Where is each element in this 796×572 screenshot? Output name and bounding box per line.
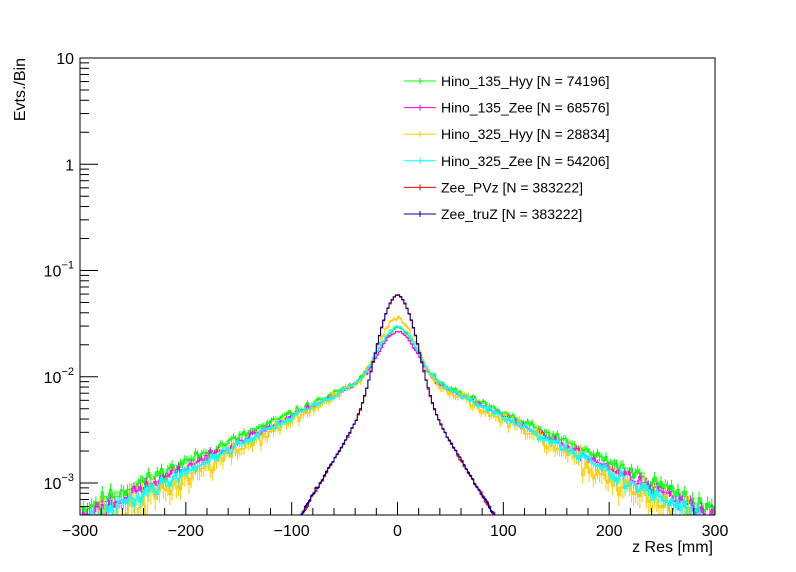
y-tick-label: 1 xyxy=(65,157,74,174)
x-axis-title: z Res [mm] xyxy=(632,539,713,556)
legend-label: Zee_truZ [N = 383222] xyxy=(441,206,582,222)
series-line xyxy=(80,294,715,515)
y-tick-exponent: −1 xyxy=(61,260,74,272)
series-3 xyxy=(80,325,715,515)
x-tick-label: −200 xyxy=(168,523,204,540)
y-tick-label: 10−3 xyxy=(44,472,74,493)
y-tick-label: 10−1 xyxy=(44,260,74,281)
y-tick-exponent: −3 xyxy=(61,472,74,484)
legend-label: Hino_325_Hyy [N = 28834] xyxy=(441,126,610,142)
series-5 xyxy=(80,294,715,515)
x-tick-label: 200 xyxy=(596,523,623,540)
series-line xyxy=(80,316,715,515)
y-tick-base: 10 xyxy=(44,476,62,493)
legend-label: Hino_135_Hyy [N = 74196] xyxy=(441,73,610,89)
y-tick-base: 1 xyxy=(65,157,74,174)
legend-label: Hino_135_Zee [N = 68576] xyxy=(441,100,610,116)
y-tick-base: 10 xyxy=(56,51,74,68)
x-tick-label: −100 xyxy=(274,523,310,540)
x-tick-label: 300 xyxy=(702,523,729,540)
legend-item: Zee_truZ [N = 383222] xyxy=(404,206,582,222)
legend-item: Hino_325_Zee [N = 54206] xyxy=(404,153,610,169)
legend-item: Hino_135_Hyy [N = 74196] xyxy=(404,73,610,89)
x-axis-ticks: −300 −200 −100 0 100 200 300 xyxy=(62,502,728,540)
y-tick-base: 10 xyxy=(44,264,62,281)
series-line xyxy=(80,331,715,515)
x-tick-label: −300 xyxy=(62,523,98,540)
x-tick-label: 100 xyxy=(490,523,517,540)
legend-item: Hino_325_Hyy [N = 28834] xyxy=(404,126,610,142)
series-curves xyxy=(80,294,715,515)
y-axis-title: Evts./Bin xyxy=(12,58,29,121)
legend-item: Hino_135_Zee [N = 68576] xyxy=(404,100,610,116)
legend-item: Zee_PVz [N = 383222] xyxy=(404,179,583,195)
legend: Hino_135_Hyy [N = 74196] Hino_135_Zee [N … xyxy=(404,73,610,222)
series-2 xyxy=(80,315,715,515)
legend-label: Zee_PVz [N = 383222] xyxy=(441,179,583,195)
x-tick-label: 0 xyxy=(393,523,402,540)
y-tick-exponent: −2 xyxy=(61,366,74,378)
y-tick-label: 10−2 xyxy=(44,366,74,387)
y-tick-base: 10 xyxy=(44,370,62,387)
plot-frame xyxy=(79,57,716,516)
legend-label: Hino_325_Zee [N = 54206] xyxy=(441,153,610,169)
y-tick-label: 10 xyxy=(56,51,74,68)
series-line xyxy=(80,325,715,515)
